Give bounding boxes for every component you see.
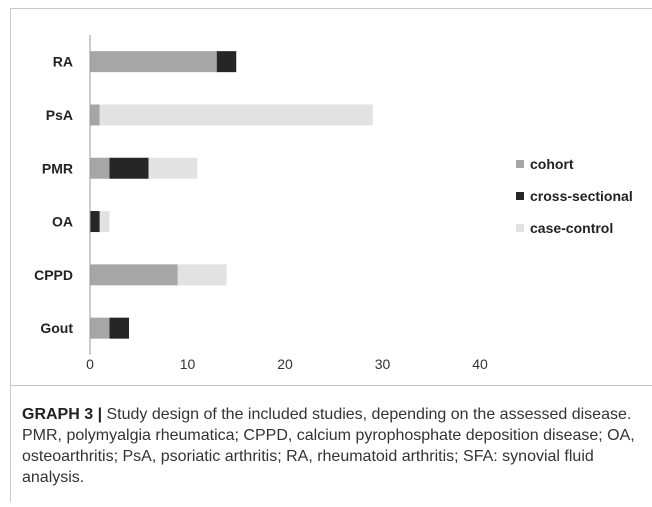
- x-tick-labels: 0 10 20 30 40: [86, 356, 488, 372]
- figure-caption: GRAPH 3 | Study design of the included s…: [22, 404, 644, 488]
- legend-label-cross-sectional: cross-sectional: [530, 188, 633, 204]
- caption-text: Study design of the included studies, de…: [22, 406, 635, 486]
- legend-label-case-control: case-control: [530, 220, 613, 236]
- x-tick-label: 0: [86, 356, 94, 372]
- x-tick-label: 40: [472, 356, 488, 372]
- caption-label: GRAPH 3 |: [22, 406, 103, 423]
- caption-separator: [10, 385, 652, 386]
- bar-pmr-case-control: [148, 157, 198, 179]
- category-label: CPPD: [34, 267, 73, 283]
- bars-layer: [90, 51, 373, 339]
- legend-swatch-cohort: [516, 160, 524, 168]
- bar-gout-cross-sectional: [109, 317, 129, 339]
- stacked-bar-chart: RA PsA PMR OA CPPD Gout 0 10 20 30 40 cohort cross…: [34, 35, 633, 372]
- category-label: RA: [53, 54, 73, 70]
- bar-gout-cohort: [90, 317, 110, 339]
- bar-ra-cohort: [90, 51, 217, 73]
- x-tick-label: 10: [180, 356, 196, 372]
- bar-ra-cross-sectional: [216, 51, 237, 73]
- bar-cppd-cohort: [90, 264, 178, 286]
- bar-pmr-cohort: [90, 157, 110, 179]
- bar-psa-case-control: [99, 104, 373, 126]
- category-label: PMR: [42, 160, 73, 176]
- category-label: OA: [52, 214, 73, 230]
- bar-oa-case-control: [99, 211, 110, 233]
- x-tick-label: 30: [375, 356, 391, 372]
- category-label: PsA: [46, 107, 73, 123]
- category-label: Gout: [40, 320, 73, 336]
- x-tick-label: 20: [277, 356, 293, 372]
- legend-label-cohort: cohort: [530, 156, 574, 172]
- category-labels: RA PsA PMR OA CPPD Gout: [34, 54, 73, 336]
- legend: cohort cross-sectional case-control: [516, 156, 633, 236]
- bar-pmr-cross-sectional: [109, 157, 149, 179]
- legend-swatch-cross-sectional: [516, 192, 524, 200]
- bar-cppd-case-control: [177, 264, 227, 286]
- frame-top-border: [10, 8, 652, 9]
- legend-swatch-case-control: [516, 224, 524, 232]
- frame-left-border: [10, 8, 11, 502]
- bar-psa-cohort: [90, 104, 100, 126]
- bar-oa-cross-sectional: [90, 211, 100, 233]
